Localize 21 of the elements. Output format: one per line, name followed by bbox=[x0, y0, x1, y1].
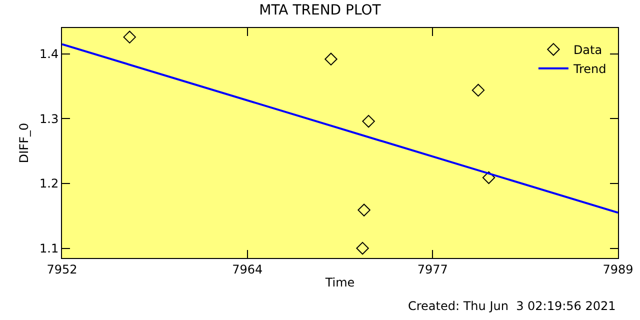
point bbox=[482, 171, 496, 184]
y-tick-label: 1.3 bbox=[40, 112, 59, 126]
point bbox=[324, 52, 338, 66]
point bbox=[472, 84, 485, 97]
x-tick-label: 7977 bbox=[417, 262, 448, 276]
text: Created: Thu Jun 3 02:19:56 2021 bbox=[408, 299, 616, 313]
y-tick-label: 1.2 bbox=[40, 176, 59, 191]
chart-title: MTA TREND PLOT bbox=[259, 2, 382, 19]
x-axis-title: Time bbox=[324, 275, 355, 290]
point bbox=[356, 242, 369, 255]
y-axis-title: DIFF_0 bbox=[17, 122, 31, 164]
x-tick-label: 7952 bbox=[46, 262, 78, 276]
x-tick-label: 7964 bbox=[232, 262, 263, 276]
point bbox=[123, 30, 136, 44]
y-tick-label: 1.1 bbox=[40, 241, 59, 256]
point bbox=[362, 114, 375, 128]
y-tick-label: 1.4 bbox=[40, 47, 59, 62]
point bbox=[358, 204, 370, 216]
x-tick-label: 7989 bbox=[602, 262, 634, 276]
legend-label: Data bbox=[573, 43, 602, 58]
legend-label: Trend bbox=[572, 62, 606, 76]
